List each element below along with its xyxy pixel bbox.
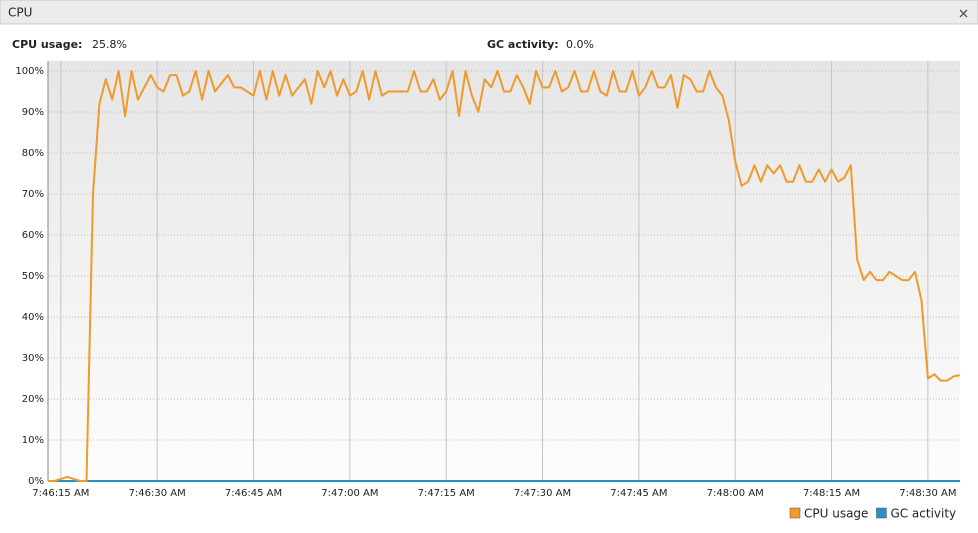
x-tick-label: 7:46:45 AM [225, 488, 282, 499]
x-tick-label: 7:47:00 AM [321, 488, 378, 499]
y-tick-label: 30% [22, 353, 44, 364]
legend-label: GC activity [890, 507, 956, 521]
legend-label: CPU usage [804, 507, 868, 521]
y-tick-label: 90% [22, 107, 44, 118]
y-tick-label: 60% [22, 230, 44, 241]
legend-swatch [789, 507, 801, 519]
series-line [48, 70, 961, 482]
y-tick-label: 40% [22, 312, 44, 323]
x-tick-label: 7:47:30 AM [514, 488, 571, 499]
x-tick-label: 7:48:30 AM [899, 488, 956, 499]
y-tick-label: 50% [22, 271, 44, 282]
y-tick-label: 80% [22, 148, 44, 159]
panel-header [0, 0, 978, 25]
x-tick-label: 7:48:00 AM [707, 488, 764, 499]
close-button[interactable] [959, 9, 968, 18]
stat-label: GC activity: [487, 38, 559, 51]
y-tick-label: 100% [15, 66, 44, 77]
stat-value: 0.0% [566, 38, 594, 51]
y-tick-label: 0% [28, 476, 44, 487]
y-tick-label: 10% [22, 435, 44, 446]
x-tick-label: 7:46:30 AM [129, 488, 186, 499]
legend-swatch [876, 507, 887, 519]
y-tick-label: 20% [22, 394, 44, 405]
x-tick-label: 7:48:15 AM [803, 488, 860, 499]
stat-label: CPU usage: [12, 38, 82, 51]
x-tick-label: 7:46:15 AM [32, 488, 89, 499]
x-tick-label: 7:47:45 AM [610, 488, 667, 499]
x-tick-label: 7:47:15 AM [418, 488, 475, 499]
stat-value: 25.8% [92, 38, 127, 51]
plot-area [48, 61, 960, 481]
panel-title: CPU [8, 6, 32, 20]
y-tick-label: 70% [22, 189, 44, 200]
